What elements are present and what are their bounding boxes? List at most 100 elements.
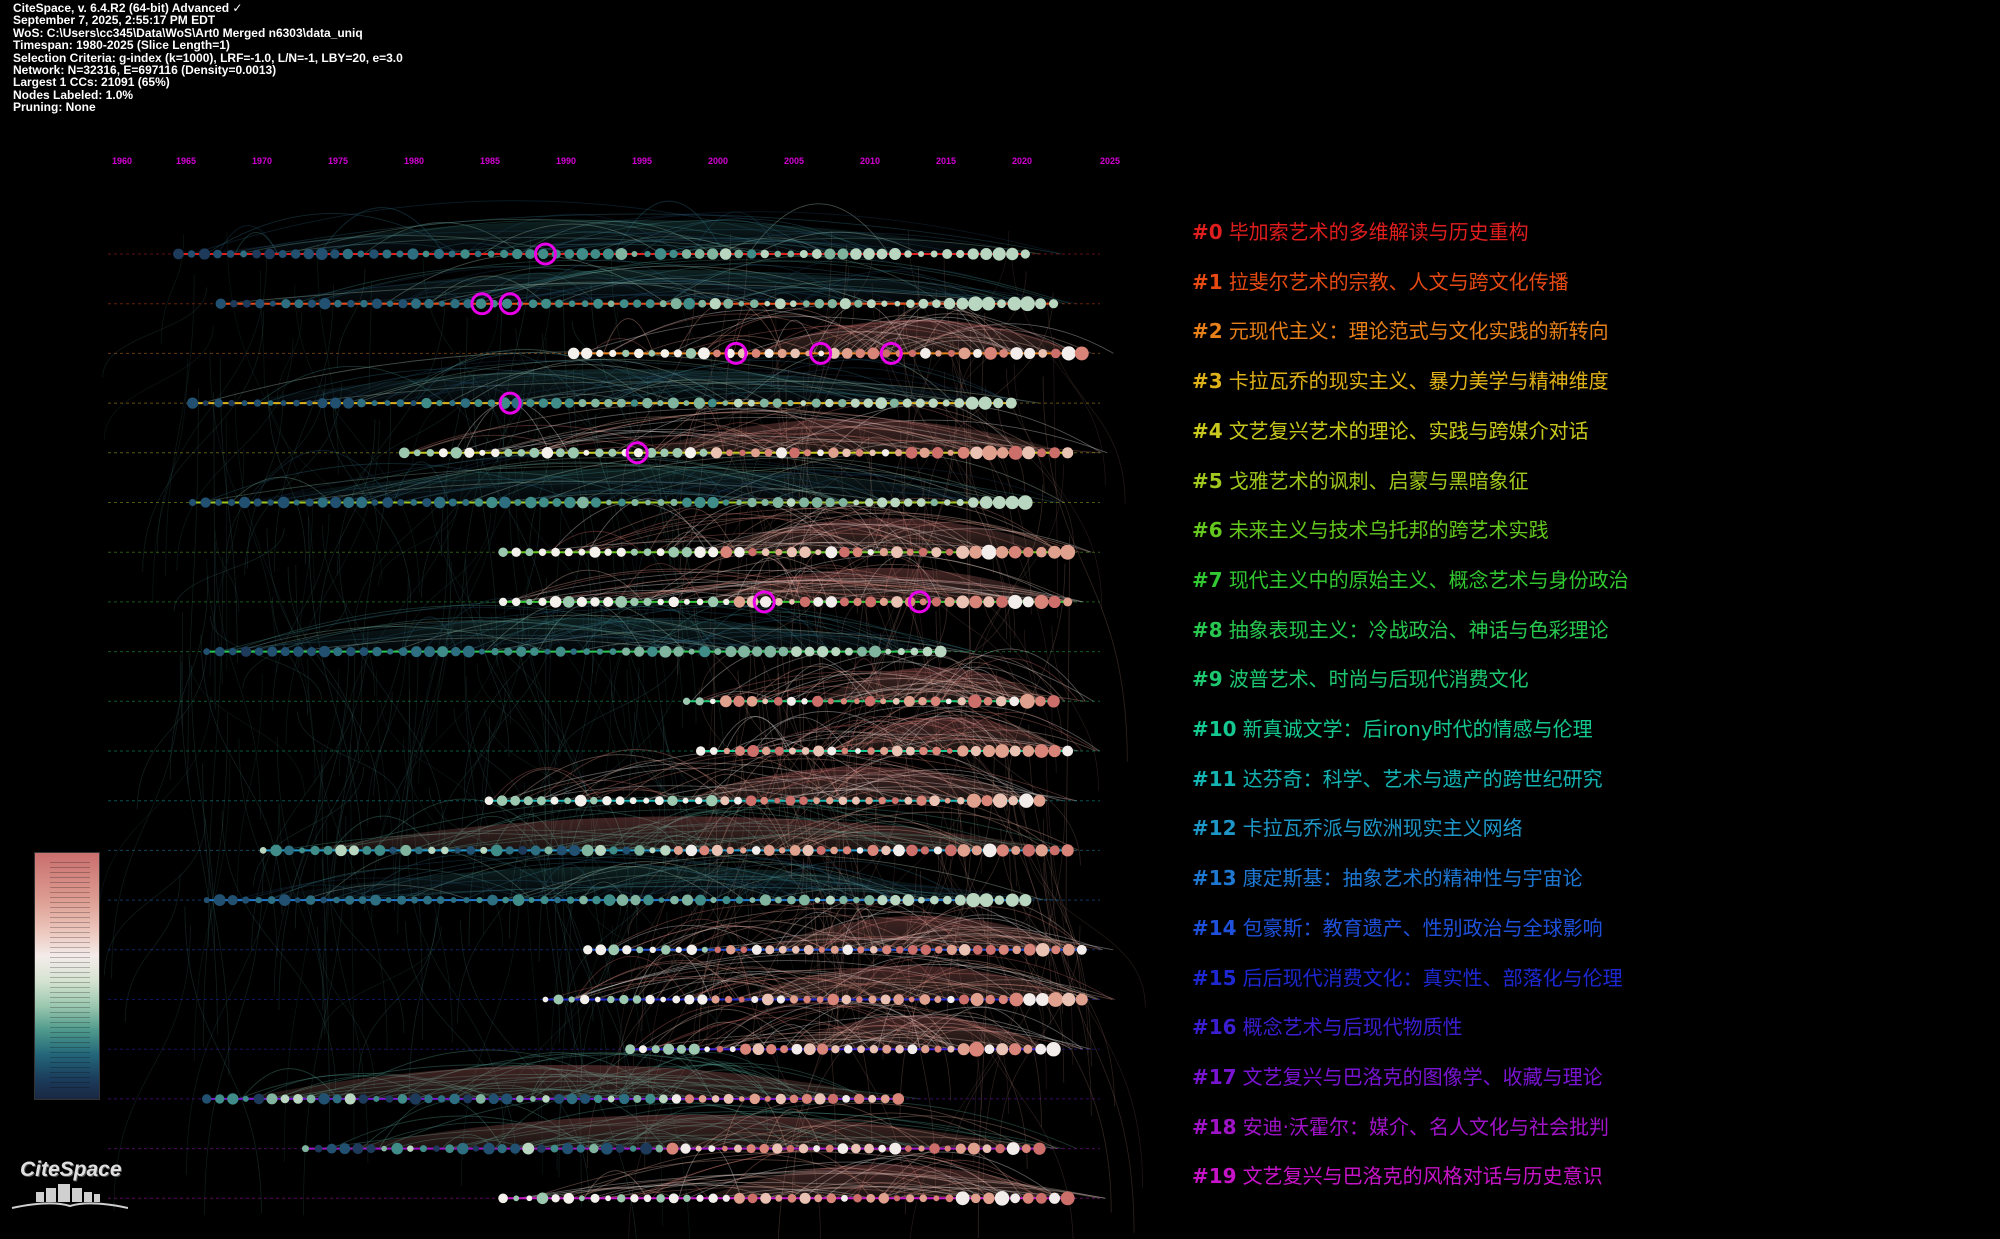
color-scale-ticks	[50, 862, 90, 1092]
cluster-node	[638, 1045, 647, 1054]
cluster-node	[529, 1095, 536, 1102]
cluster-node	[982, 744, 996, 758]
cluster-node	[942, 399, 950, 407]
cluster-node	[827, 993, 840, 1006]
cluster-id: #19	[1192, 1164, 1237, 1189]
cluster-node	[818, 350, 825, 357]
year-tick-label: 2005	[784, 156, 804, 166]
cluster-node	[475, 298, 487, 309]
cluster-node	[466, 845, 476, 855]
citation-link	[975, 464, 1065, 699]
cluster-node	[203, 648, 211, 656]
cluster-label[interactable]: #6 未来主义与技术乌托邦的跨艺术实践	[1192, 514, 1549, 543]
citation-link	[204, 852, 264, 1215]
cluster-node	[428, 846, 436, 855]
cluster-node	[502, 896, 509, 904]
cluster-node	[538, 548, 547, 556]
cluster-node	[603, 596, 614, 607]
cluster-node	[929, 1143, 940, 1154]
cluster-label[interactable]: #16 概念艺术与后现代物质性	[1192, 1011, 1463, 1040]
cluster-label[interactable]: #1 拉斐尔艺术的宗教、人文与跨文化传播	[1192, 266, 1569, 295]
cluster-node	[966, 893, 981, 908]
cluster-arc-dome	[829, 717, 1068, 751]
cluster-node	[906, 548, 914, 556]
cluster-node	[979, 893, 994, 908]
cluster-node	[786, 696, 796, 706]
cluster-node	[698, 1095, 707, 1103]
cluster-label[interactable]: #18 安迪·沃霍尔：媒介、名人文化与社会批判	[1192, 1111, 1609, 1140]
cluster-node	[259, 847, 267, 854]
cluster-label[interactable]: #10 新真诚文学：后irony时代的情感与伦理	[1192, 713, 1593, 742]
cluster-label[interactable]: #5 戈雅艺术的讽刺、启蒙与黑暗象征	[1192, 465, 1529, 494]
cluster-node	[878, 796, 886, 805]
cluster-node	[812, 695, 824, 707]
cluster-node	[270, 844, 282, 857]
citation-link	[1011, 774, 1081, 995]
cluster-node	[711, 844, 723, 856]
cluster-label[interactable]: #19 文艺复兴与巴洛克的风格对话与历史意识	[1192, 1160, 1603, 1189]
cluster-label[interactable]: #4 文艺复兴艺术的理论、实践与跨媒介对话	[1192, 415, 1589, 444]
cluster-label[interactable]: #7 现代主义中的原始主义、概念艺术与身份政治	[1192, 564, 1629, 593]
citation-link	[186, 804, 280, 1175]
cluster-node	[724, 995, 733, 1004]
cluster-node	[476, 897, 483, 904]
cluster-node	[694, 546, 706, 558]
cluster-label[interactable]: #9 波普艺术、时尚与后现代消费文化	[1192, 663, 1529, 692]
cluster-node	[751, 944, 762, 955]
cluster-node	[688, 648, 695, 655]
cluster-node	[801, 747, 810, 755]
cluster-node	[1022, 446, 1036, 460]
cluster-node	[798, 894, 810, 906]
cluster-node	[642, 397, 653, 409]
citation-link	[104, 818, 206, 976]
cluster-node	[686, 944, 698, 956]
cluster-node	[904, 250, 912, 258]
cluster-node	[981, 795, 993, 807]
timeline-view[interactable]: 1960 1965 1970 1975 1980 1985 1990 1995 2000 2005…	[0, 0, 1160, 1239]
cluster-node	[907, 944, 918, 955]
cluster-node	[745, 795, 757, 807]
cluster-node	[720, 546, 733, 559]
cluster-node	[518, 845, 528, 855]
cluster-node	[1048, 545, 1062, 559]
cluster-label[interactable]: #11 达芬奇：科学、艺术与遗产的跨世纪研究	[1192, 763, 1603, 792]
cluster-name: 元现代主义：理论范式与文化实践的新转向	[1228, 319, 1609, 344]
cluster-node	[827, 698, 834, 705]
cluster-node	[433, 248, 445, 260]
cluster-label[interactable]: #14 包豪斯：教育遗产、性别政治与全球影响	[1192, 912, 1603, 941]
cluster-node	[751, 646, 763, 657]
cocitation-arc	[670, 925, 791, 951]
cluster-label[interactable]: #13 康定斯基：抽象艺术的精神性与宇宙论	[1192, 862, 1583, 891]
cluster-node	[277, 496, 290, 509]
cluster-node	[984, 346, 997, 360]
citation-link	[1045, 790, 1089, 1054]
cluster-label[interactable]: #8 抽象表现主义：冷战政治、神话与色彩理论	[1192, 614, 1609, 643]
cluster-node	[897, 648, 905, 656]
cluster-node	[841, 747, 849, 755]
cluster-name: 卡拉瓦乔的现实主义、暴力美学与精神维度	[1228, 369, 1609, 394]
cluster-node	[500, 249, 509, 259]
cluster-node	[483, 1142, 495, 1155]
citation-link	[721, 844, 837, 1013]
cluster-node	[352, 1143, 364, 1155]
cluster-node	[422, 250, 430, 258]
cluster-node	[723, 598, 730, 606]
cluster-node	[803, 944, 814, 955]
year-tick-label: 2000	[708, 156, 728, 166]
cluster-arc-dome	[700, 518, 1068, 553]
cluster-node	[697, 994, 708, 1005]
cluster-label[interactable]: #17 文艺复兴与巴洛克的图像学、收藏与理论	[1192, 1061, 1603, 1090]
cluster-label[interactable]: #12 卡拉瓦乔派与欧洲现实主义网络	[1192, 812, 1523, 841]
cluster-label[interactable]: #0 毕加索艺术的多维解读与历史重构	[1192, 216, 1529, 245]
cluster-name: 毕加索艺术的多维解读与历史重构	[1228, 220, 1529, 244]
cluster-label[interactable]: #3 卡拉瓦乔的现实主义、暴力美学与精神维度	[1192, 365, 1609, 394]
cluster-node	[839, 546, 850, 558]
cluster-node	[786, 1144, 795, 1153]
cluster-node	[463, 298, 473, 309]
cluster-label[interactable]: #15 后后现代消费文化：真实性、部落化与伦理	[1192, 962, 1623, 991]
cluster-node	[789, 447, 800, 459]
cluster-label[interactable]: #2 元现代主义：理论范式与文化实践的新转向	[1192, 315, 1609, 344]
cluster-node	[604, 398, 613, 408]
cluster-node	[684, 994, 695, 1005]
cluster-node	[374, 844, 386, 856]
